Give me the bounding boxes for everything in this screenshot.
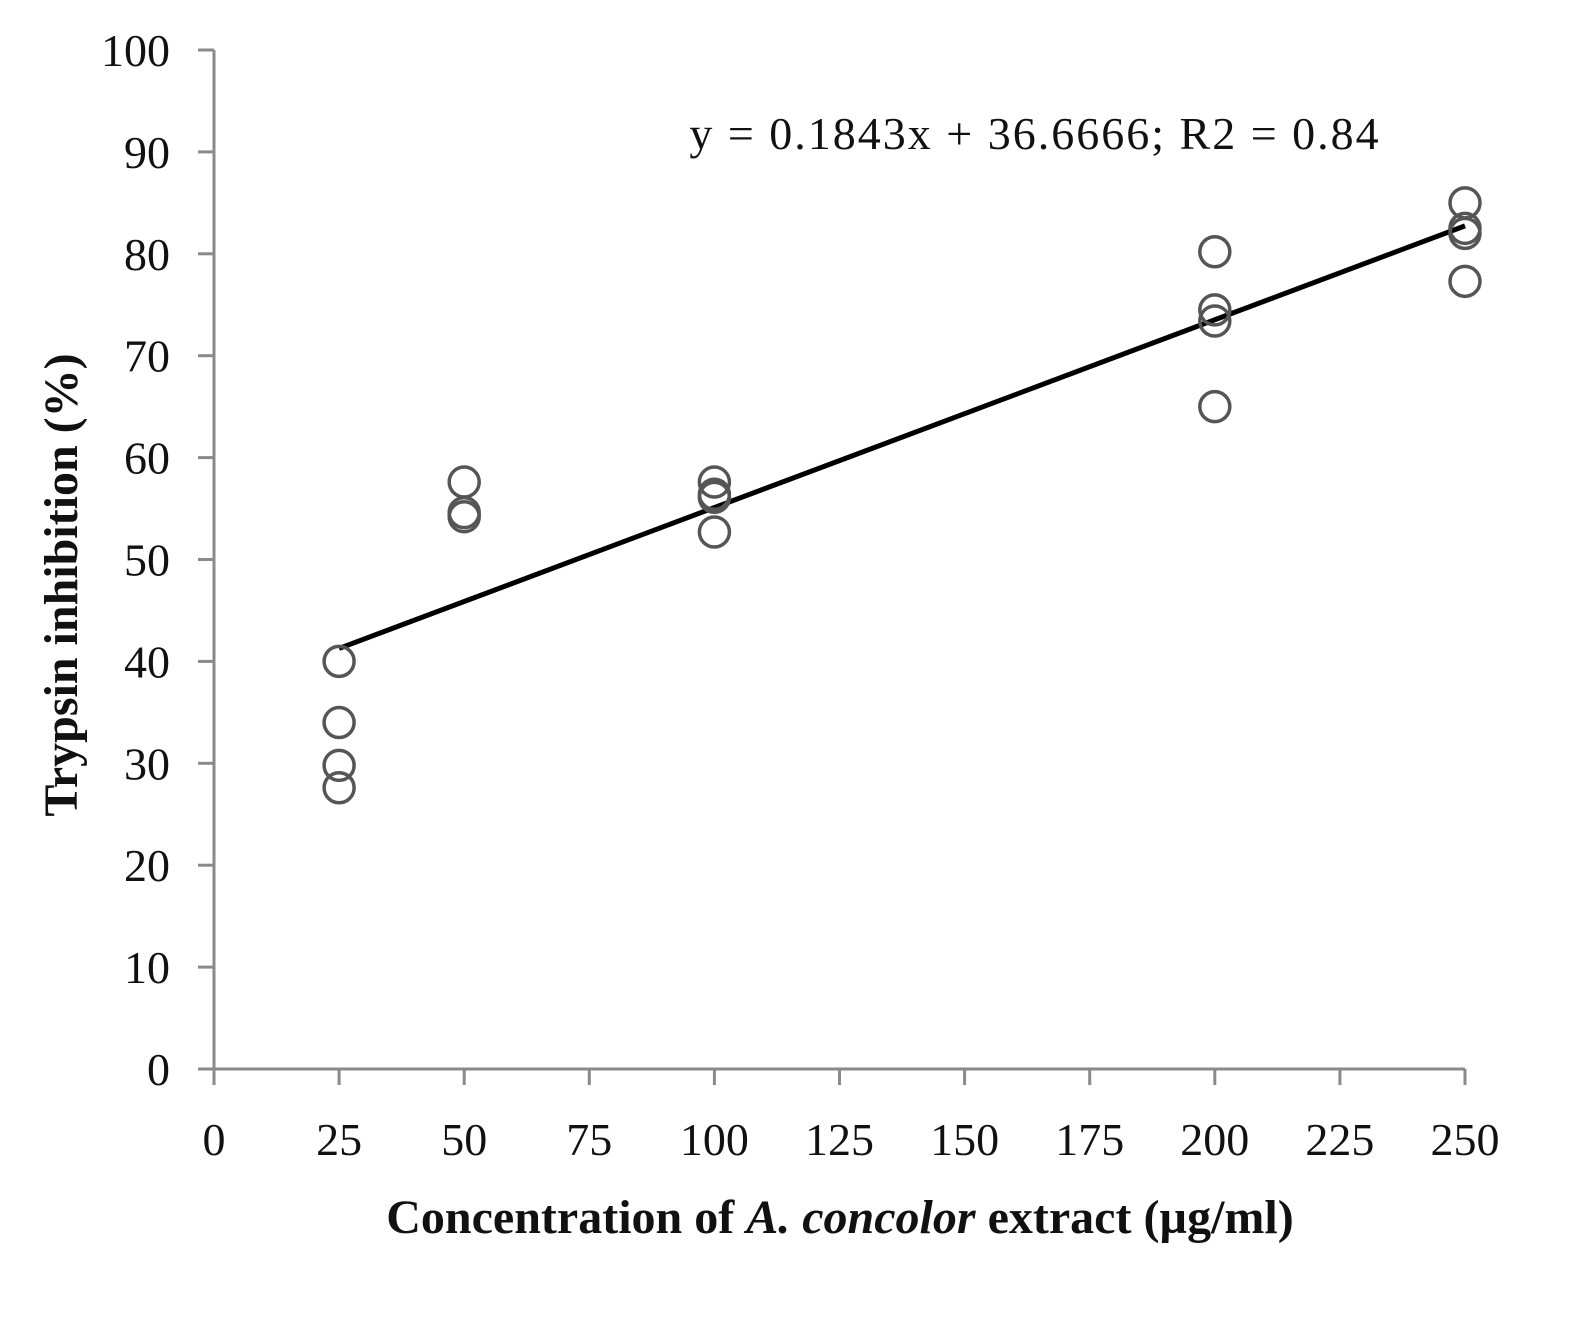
data-point: [322, 748, 356, 783]
data-point: [697, 515, 732, 549]
x-tick-label: 150: [930, 1114, 999, 1165]
x-tick-label: 225: [1305, 1114, 1374, 1165]
x-axis-title: Concentration of A. concolor extract (µg…: [386, 1191, 1293, 1244]
y-tick-label: 60: [124, 433, 170, 484]
trendline-layer: [338, 223, 1466, 651]
trendline-equation: y = 0.1843x + 36.6666; R2 = 0.84: [689, 108, 1380, 159]
data-point: [322, 771, 356, 805]
data-point: [1448, 264, 1482, 299]
x-axis-title-part: extract (µg/ml): [976, 1191, 1294, 1244]
data-point: [447, 495, 481, 530]
y-tick-label: 0: [147, 1044, 170, 1095]
x-axis-title-part: Concentration of: [386, 1191, 746, 1244]
data-point: [322, 644, 356, 679]
y-tick-label: 30: [124, 738, 170, 789]
data-point: [1198, 304, 1232, 338]
y-tick-label: 90: [124, 127, 170, 178]
y-axis-title: Trypsin inhibition (%): [35, 353, 88, 816]
y-tick-label: 70: [124, 331, 170, 382]
points-layer: [322, 186, 1482, 805]
data-point: [1198, 293, 1232, 327]
data-point: [697, 480, 732, 515]
x-tick-label: 75: [566, 1114, 612, 1165]
axes: 0 10 20 30 40 50 60 70 80 90 100 0 25 50 75 100 125 150 17…: [101, 25, 1500, 1165]
trendline: [338, 223, 1466, 651]
y-tick-label: 10: [124, 942, 170, 993]
y-tick-label: 80: [124, 229, 170, 280]
x-tick-label: 100: [680, 1114, 749, 1165]
data-point: [447, 465, 481, 499]
data-point: [697, 465, 732, 499]
data-point: [1448, 216, 1482, 251]
x-tick-label: 125: [805, 1114, 874, 1165]
x-tick-label: 50: [441, 1114, 487, 1165]
y-tick-label: 100: [101, 25, 170, 76]
x-tick-label: 200: [1180, 1114, 1249, 1165]
x-tick-label: 175: [1055, 1114, 1124, 1165]
x-tick-label: 250: [1431, 1114, 1500, 1165]
y-tick-label: 50: [124, 535, 170, 586]
data-point: [1198, 235, 1232, 269]
x-tick-label: 25: [316, 1114, 362, 1165]
data-point: [322, 705, 356, 740]
y-tick-label: 20: [124, 840, 170, 891]
y-tick-label: 40: [124, 636, 170, 687]
data-point: [1198, 389, 1232, 424]
x-axis-title-part: A. concolor: [743, 1191, 977, 1244]
x-tick-label: 0: [203, 1114, 226, 1165]
